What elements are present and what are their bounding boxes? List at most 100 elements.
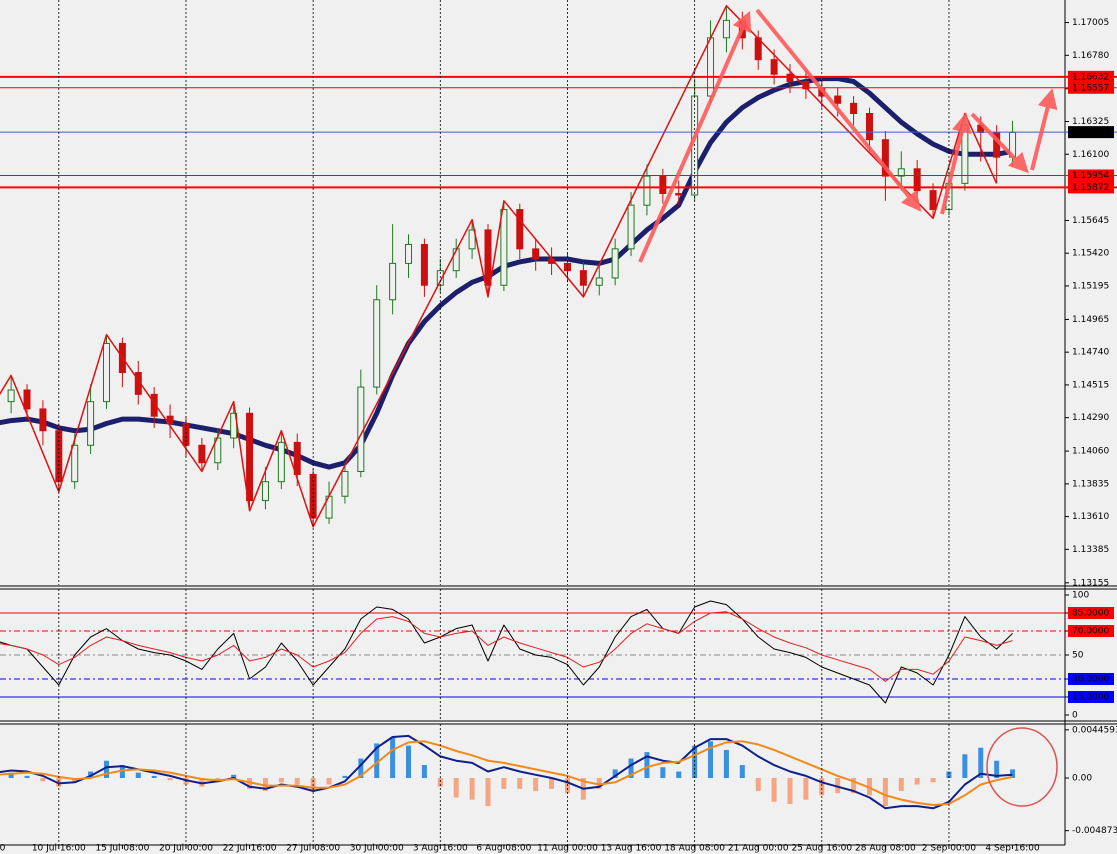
candle-body xyxy=(39,408,47,432)
candle-body xyxy=(595,277,603,286)
histogram-bar xyxy=(469,778,475,800)
histogram-bar xyxy=(549,778,555,789)
candle-body xyxy=(341,470,349,497)
candle-body xyxy=(71,444,79,483)
histogram-bar xyxy=(739,765,745,779)
histogram-bar xyxy=(104,760,109,779)
y-tick-label: 1.14965 xyxy=(1072,315,1109,325)
histogram-bar xyxy=(994,760,1000,779)
candle-body xyxy=(722,19,730,39)
candle-body xyxy=(166,415,174,424)
histogram-bar xyxy=(278,778,284,783)
y-tick-label: 1.14515 xyxy=(1072,380,1109,390)
candle-body xyxy=(261,481,269,502)
histogram-bar xyxy=(167,778,173,781)
candle-body xyxy=(850,102,858,115)
y-tick-label: 1.16780 xyxy=(1072,51,1109,61)
x-tick-label: 6 Aug 08:00 xyxy=(476,844,531,854)
x-tick-label: 28 Aug 08:00 xyxy=(855,844,916,854)
candle-body xyxy=(389,262,397,301)
candle-body xyxy=(452,248,460,272)
y-tick-label: -0.004873 xyxy=(1072,826,1117,836)
candle-body xyxy=(532,248,540,260)
price-level-label: 1.15954 xyxy=(1072,171,1109,181)
price-level-label-bg xyxy=(1068,70,1114,83)
histogram-bar xyxy=(485,778,491,807)
histogram-bar xyxy=(628,758,634,779)
histogram-bar xyxy=(612,769,618,779)
histogram-bar xyxy=(914,778,920,785)
candle-body xyxy=(277,441,285,483)
price-level-label-bg xyxy=(1068,81,1114,94)
candle-body xyxy=(405,243,413,264)
y-tick-label: 0.0044593 xyxy=(1072,725,1117,735)
candle-body xyxy=(23,389,31,410)
y-tick-label: 0.00 xyxy=(1072,774,1092,784)
histogram-bar xyxy=(342,775,348,779)
candle-body xyxy=(627,204,635,250)
histogram-bar xyxy=(771,778,777,802)
histogram-bar xyxy=(962,754,968,779)
candle-body xyxy=(881,139,889,177)
histogram-bar xyxy=(930,778,936,783)
histogram-bar xyxy=(199,778,205,787)
histogram-bar xyxy=(40,778,46,782)
x-tick-label: 4 Sep 16:00 xyxy=(985,844,1040,854)
candle-body xyxy=(659,175,667,195)
candle-body xyxy=(293,441,301,475)
highlight-circle xyxy=(986,727,1058,807)
histogram-bar xyxy=(135,772,141,779)
histogram-bar xyxy=(851,778,857,794)
histogram-bar xyxy=(596,778,602,789)
arrow xyxy=(940,112,972,215)
histogram-bar xyxy=(8,772,14,779)
candle-body xyxy=(611,248,619,279)
y-tick-label-bg xyxy=(1068,691,1114,703)
candle-body xyxy=(103,342,110,403)
histogram-bar xyxy=(882,778,888,807)
price-level-label: 1.15872 xyxy=(1072,183,1109,193)
line-series xyxy=(0,734,1013,810)
histogram-bar xyxy=(898,778,904,791)
candle-body xyxy=(929,190,937,211)
y-tick-label: 1.15420 xyxy=(1072,249,1109,259)
panel xyxy=(0,5,1017,528)
price-level-label: 1.16632 xyxy=(1072,72,1109,82)
y-tick-label: 1.13385 xyxy=(1072,545,1109,555)
price-level-label-bg xyxy=(1068,126,1114,139)
candle-body xyxy=(770,59,778,75)
x-tick-label: 30 Jul 00:00 xyxy=(350,844,404,854)
x-tick-label: 25 Aug 16:00 xyxy=(791,844,852,854)
line-series xyxy=(0,740,1013,806)
histogram-bar xyxy=(755,778,761,791)
x-tick-label: 2 Sep 00:00 xyxy=(922,844,977,854)
y-tick-label: 15.0000 xyxy=(1072,693,1109,703)
y-tick-label-bg xyxy=(1068,607,1114,619)
candle-body xyxy=(150,393,158,417)
panel xyxy=(0,600,1065,704)
histogram-bar xyxy=(1010,769,1016,779)
histogram-bar xyxy=(374,743,380,779)
histogram-bar xyxy=(326,778,332,785)
candle-body xyxy=(563,262,571,272)
x-tick-label: 21 Aug 00:00 xyxy=(728,844,789,854)
histogram-bar xyxy=(644,752,650,779)
y-tick-label: 1.15645 xyxy=(1072,216,1109,226)
candle-body xyxy=(865,113,873,141)
histogram-bar xyxy=(660,767,666,779)
histogram-bar xyxy=(819,778,825,796)
candle-body xyxy=(834,95,842,104)
candle-body xyxy=(516,209,524,250)
histogram-bar xyxy=(294,778,300,785)
y-tick-label: 50 xyxy=(1072,651,1084,661)
candle-body xyxy=(182,422,190,446)
histogram-bar xyxy=(119,765,125,779)
y-tick-label: 100 xyxy=(1072,591,1089,601)
arrow xyxy=(970,112,1029,174)
panel xyxy=(0,734,1016,810)
y-tick-label: 1.13835 xyxy=(1072,479,1109,489)
histogram-bar xyxy=(533,778,539,791)
price-level-label: 1.16252 xyxy=(1072,128,1109,138)
